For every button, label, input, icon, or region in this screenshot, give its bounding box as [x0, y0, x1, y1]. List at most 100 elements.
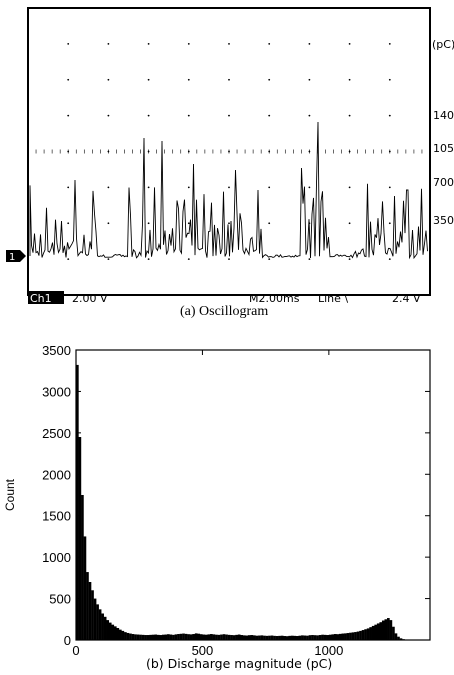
histogram-bar	[222, 634, 226, 640]
grid-dot	[308, 258, 311, 261]
histogram-bar	[237, 634, 241, 640]
grid-dot	[67, 78, 70, 81]
oscillogram-trace	[29, 121, 428, 260]
grid-dot	[107, 114, 110, 117]
grid-dot	[388, 78, 391, 81]
grid-dot	[268, 114, 271, 117]
grid-dot	[107, 222, 110, 225]
histogram-bar	[242, 635, 246, 640]
histogram-bar	[255, 635, 259, 640]
grid-dot	[268, 42, 271, 45]
histogram-bar	[151, 634, 155, 640]
histogram-bar	[253, 635, 256, 640]
grid-dot	[147, 222, 150, 225]
y-tick-label: 2000	[42, 467, 71, 482]
grid-dot	[228, 114, 230, 117]
histogram-bar	[389, 620, 393, 640]
histogram-bar	[121, 630, 125, 640]
histogram-bar	[192, 634, 195, 640]
y-axis-label: Count	[3, 478, 17, 511]
histogram-bar	[293, 635, 297, 640]
histogram-bar	[144, 635, 147, 640]
histogram-bar	[308, 635, 312, 640]
histogram-bar	[250, 635, 254, 640]
histogram-bar	[118, 629, 122, 640]
grid-dot	[147, 78, 150, 81]
right-label-700: 700	[433, 176, 454, 189]
grid-dot	[308, 78, 311, 81]
histogram-ticks: 0 500 1000 1500 2000 2500 3000 3500 0 500 1000	[42, 343, 430, 658]
histogram-bar	[323, 634, 327, 640]
histogram-bar	[298, 635, 302, 640]
histogram-bar	[232, 635, 236, 640]
volts-per-div: 2.00 V	[72, 292, 108, 305]
histogram-bar	[131, 634, 135, 640]
histogram-bar	[217, 634, 221, 640]
grid-dot	[348, 186, 351, 189]
grid-dot	[107, 42, 110, 45]
grid-dot	[107, 186, 110, 189]
histogram-bar	[303, 635, 307, 640]
x-tick-label: 500	[192, 643, 214, 658]
right-label-105: 105	[433, 142, 454, 155]
histogram-bar	[318, 635, 322, 640]
histogram-bar	[321, 634, 324, 640]
grid-dot	[268, 78, 271, 81]
histogram-bar	[116, 627, 120, 640]
timebase: M2.00ms	[249, 292, 300, 305]
histogram-bar	[336, 634, 340, 640]
histogram-bar	[111, 624, 115, 640]
histogram-bar	[394, 633, 398, 640]
histogram-bar	[106, 620, 110, 640]
grid-dot	[388, 114, 391, 117]
histogram-bar	[333, 634, 337, 640]
trigger-level: 2.4 V	[392, 292, 421, 305]
histogram-bar	[76, 364, 79, 640]
grid-dot	[308, 114, 311, 117]
histogram-bar	[326, 635, 330, 640]
channel-marker: 1	[6, 250, 26, 263]
y-tick-label: 1000	[42, 550, 71, 565]
histogram-bar	[177, 634, 180, 640]
histogram-bar	[349, 632, 352, 640]
histogram-bar	[387, 618, 390, 640]
histogram-bar	[212, 634, 216, 640]
histogram-bar	[103, 616, 107, 640]
grid-dot	[67, 186, 70, 189]
histogram-bar	[338, 633, 342, 640]
grid-dot	[67, 42, 70, 45]
histogram-bar	[295, 636, 299, 640]
histogram-bar	[159, 635, 163, 640]
y-tick-label: 3500	[42, 343, 71, 358]
histogram-bar	[283, 636, 287, 640]
grid-dot	[147, 114, 150, 117]
histogram-bar	[316, 635, 319, 640]
histogram-bar	[371, 625, 375, 640]
histogram-bar	[247, 635, 251, 640]
grid-dot	[228, 186, 230, 189]
grid-dot	[187, 78, 190, 81]
histogram-bar	[139, 634, 142, 640]
histogram-bar	[384, 619, 388, 640]
grid-dot	[107, 258, 110, 261]
grid-dot	[147, 186, 150, 189]
grid-dot	[308, 42, 311, 45]
trigger-source: Line \	[318, 292, 348, 305]
histogram-bar	[172, 634, 175, 640]
histogram-bar	[220, 634, 223, 640]
grid-dot	[348, 258, 351, 261]
grid-dot	[187, 42, 190, 45]
histogram-bar	[179, 633, 183, 640]
histogram-bar	[101, 613, 104, 640]
histogram-bar	[275, 636, 279, 640]
histogram-bar	[96, 604, 99, 640]
histogram-bar	[240, 635, 244, 640]
histogram-bar	[311, 635, 314, 640]
histogram-bar	[361, 630, 365, 640]
histogram-bar	[86, 572, 89, 640]
y-tick-label: 2500	[42, 426, 71, 441]
y-tick-label: 3000	[42, 384, 71, 399]
histogram-bars	[76, 364, 410, 640]
histogram-panel: 0 500 1000 1500 2000 2500 3000 3500 0 500 1000 Cou…	[3, 343, 431, 671]
histogram-bar	[98, 609, 102, 640]
